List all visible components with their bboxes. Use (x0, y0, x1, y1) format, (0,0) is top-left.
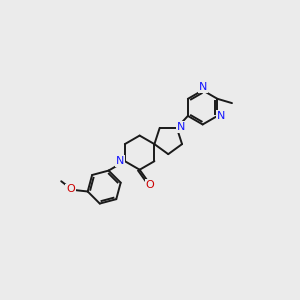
Text: N: N (199, 82, 207, 92)
Text: O: O (66, 184, 75, 194)
Text: O: O (146, 180, 154, 190)
Text: N: N (217, 111, 226, 121)
Text: N: N (116, 156, 124, 166)
Text: N: N (176, 122, 185, 132)
